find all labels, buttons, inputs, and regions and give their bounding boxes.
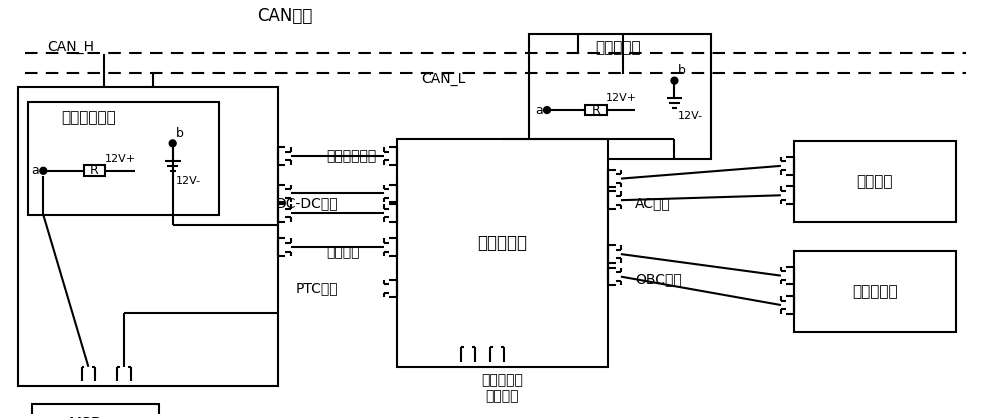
Text: CAN_L: CAN_L <box>422 71 466 86</box>
Text: 主正主负插件: 主正主负插件 <box>327 149 377 163</box>
Text: MSD插件: MSD插件 <box>69 416 122 418</box>
Text: OBC插件: OBC插件 <box>635 272 682 286</box>
Bar <box>84 166 105 176</box>
Text: a: a <box>32 164 39 177</box>
Text: 空调设备: 空调设备 <box>857 174 893 189</box>
Circle shape <box>40 167 47 174</box>
Text: 整车控制器: 整车控制器 <box>595 40 640 55</box>
Text: b: b <box>176 127 183 140</box>
Text: 电池管理系统: 电池管理系统 <box>61 110 116 125</box>
Text: R: R <box>90 164 99 177</box>
Bar <box>794 141 956 222</box>
Text: R: R <box>592 104 600 117</box>
Text: 高压配电盒
开盖开关: 高压配电盒 开盖开关 <box>482 373 523 403</box>
Text: a: a <box>535 104 543 117</box>
Bar <box>32 404 159 418</box>
Text: CAN网络: CAN网络 <box>257 7 312 25</box>
Bar <box>18 87 278 386</box>
Text: DC-DC插件: DC-DC插件 <box>276 196 338 210</box>
Bar <box>529 33 711 159</box>
Text: AC插件: AC插件 <box>635 196 671 210</box>
Text: 12V+: 12V+ <box>606 93 637 103</box>
Text: 12V+: 12V+ <box>105 154 136 164</box>
Bar <box>397 140 608 367</box>
Text: 车载充电机: 车载充电机 <box>852 284 898 299</box>
Bar <box>794 251 956 331</box>
Circle shape <box>544 107 550 113</box>
Text: 高压配电盒: 高压配电盒 <box>477 234 527 252</box>
Text: 慢充插件: 慢充插件 <box>327 245 360 259</box>
Text: b: b <box>677 64 685 77</box>
Text: PTC插件: PTC插件 <box>296 281 338 296</box>
Circle shape <box>671 77 678 84</box>
Bar <box>585 104 607 115</box>
Bar <box>28 102 219 215</box>
Text: CAN_H: CAN_H <box>47 40 94 54</box>
Circle shape <box>169 140 176 147</box>
Text: 12V-: 12V- <box>176 176 201 186</box>
Text: 12V-: 12V- <box>677 111 703 121</box>
